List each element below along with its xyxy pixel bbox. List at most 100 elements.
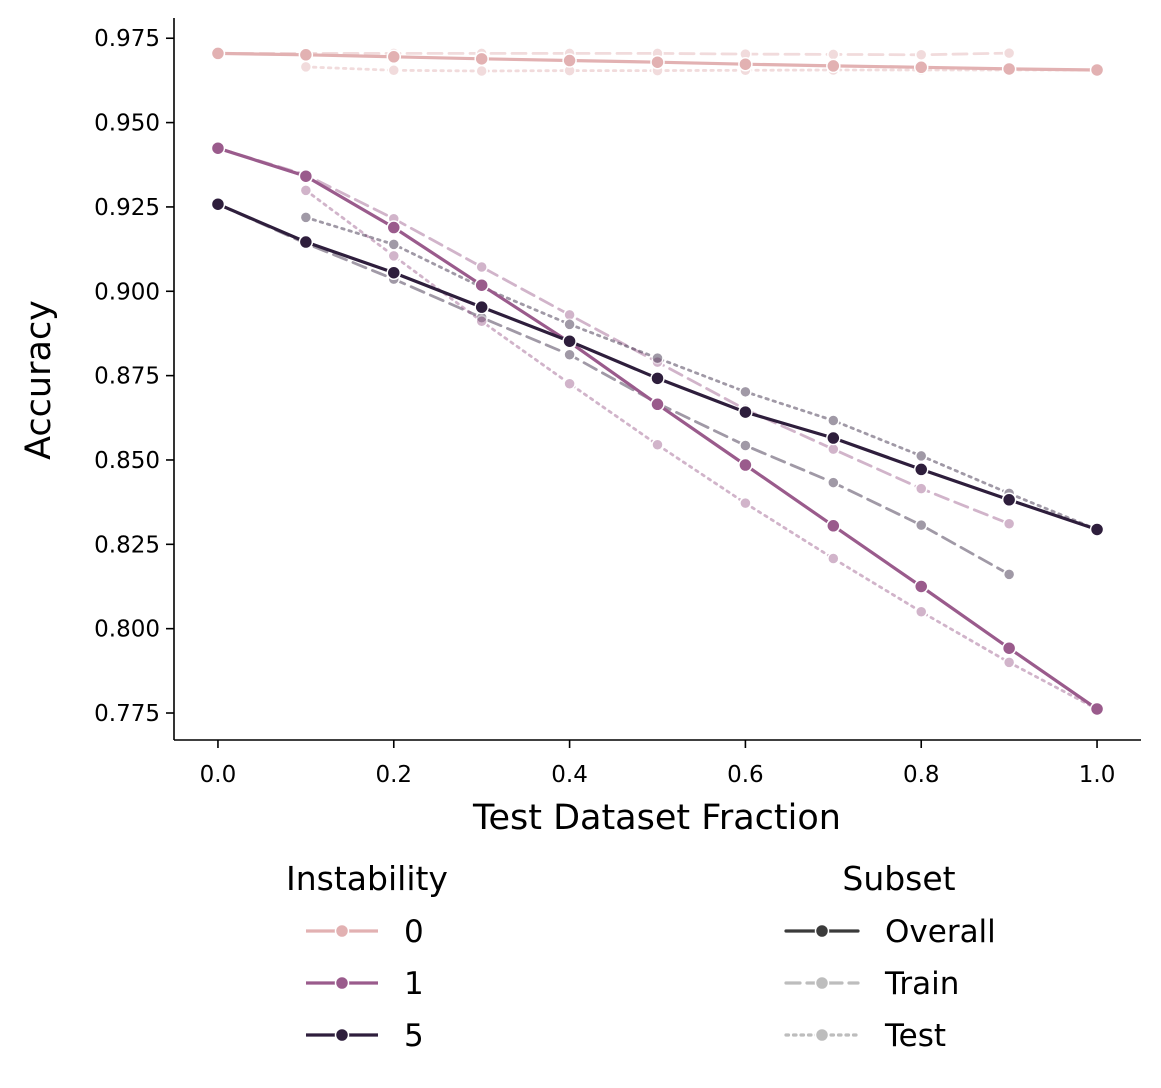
y-tick-label: 0.825 [94,532,160,558]
legend-item-subset-overall: Overall [784,914,996,950]
data-point [387,249,401,263]
series-5-overall [210,196,1105,537]
data-point [299,184,313,197]
data-point [1089,62,1105,78]
data-point [475,64,488,78]
x-axis-ticks: 0.0 0.2 0.4 0.6 0.8 1.0 [200,740,1116,788]
data-point [827,48,840,61]
y-tick-label: 0.925 [94,195,160,221]
data-point [738,457,753,473]
data-point [651,438,664,452]
y-tick-label: 0.775 [94,701,160,727]
data-point [914,482,928,495]
legend-item-instability-0: 0 [306,914,424,950]
data-point [739,439,752,452]
y-tick-label: 0.975 [94,26,160,52]
data-point [563,308,576,322]
x-axis-title: Test Dataset Fraction [472,798,841,838]
y-tick-label: 0.900 [94,279,160,305]
data-point [738,404,753,420]
data-point [1002,656,1016,669]
data-point [827,442,840,456]
data-point [651,351,664,365]
data-point [1002,568,1016,581]
data-point [386,220,402,235]
data-point [914,449,928,463]
y-axis-title: Accuracy [19,300,59,460]
data-point [386,265,402,280]
x-tick-label: 1.0 [1079,762,1116,788]
data-point [1002,517,1016,530]
y-tick-label: 0.850 [94,448,160,474]
x-tick-label: 0.8 [903,762,940,788]
data-point [210,196,226,212]
legend-label: 0 [404,914,424,950]
data-point [650,54,665,70]
series-line [304,65,1099,73]
data-point [913,579,929,594]
data-point [914,605,928,619]
data-point [210,46,226,61]
data-point [299,211,313,224]
data-point [826,58,841,74]
series-line [304,215,1099,531]
legend-marker-swatch [334,1027,350,1043]
data-point [474,51,489,67]
y-tick-label: 0.950 [94,111,160,137]
data-point [562,53,577,68]
data-point [386,49,402,65]
x-tick-label: 0.6 [727,762,764,788]
data-point [474,299,489,315]
x-tick-label: 0.2 [375,762,412,788]
data-point [1001,640,1017,656]
legend-instability-title: Instability [286,859,448,898]
legend-label: Train [884,966,959,1002]
data-point [1001,61,1017,77]
data-point [826,518,841,534]
x-tick-label: 0.4 [551,762,588,788]
data-point [738,56,753,72]
data-point [298,234,314,250]
data-point [299,60,313,74]
data-point [562,333,577,349]
data-point [826,430,841,446]
series-0-overall [210,46,1105,78]
series-line [216,51,1011,57]
legend-marker-swatch [334,975,350,991]
data-point [475,315,488,328]
data-point [914,518,928,532]
data-point [563,377,576,390]
y-tick-label: 0.875 [94,364,160,390]
legend-marker-swatch [814,975,830,991]
data-point [1089,701,1105,717]
data-point [1002,46,1016,60]
legend-item-subset-test: Test [784,1018,946,1054]
y-tick-label: 0.800 [94,617,160,643]
data-point [563,318,576,331]
series-line [216,146,1011,526]
legend-subset-title: Subset [842,859,955,898]
legend-label: 5 [404,1018,424,1054]
series-layer [210,46,1105,717]
legend-item-instability-1: 1 [306,966,424,1002]
data-point [475,260,488,274]
series-line [216,202,1011,576]
legend-item-instability-5: 5 [306,1018,424,1054]
series-1-overall [210,140,1105,717]
legend: Instability Subset 0 1 5 Overall Train Test [286,859,996,1054]
data-point [739,496,752,510]
data-point [827,414,840,427]
legend-subset-entries: Overall Train Test [784,914,996,1054]
legend-marker-swatch [334,923,350,939]
data-point [563,348,576,361]
legend-item-subset-train: Train [784,966,959,1002]
data-point [650,397,665,412]
data-point [387,238,401,251]
data-point [739,385,752,399]
legend-label: Overall [885,914,996,950]
data-point [474,277,489,293]
y-axis-ticks: 0.775 0.800 0.825 0.850 0.875 0.900 0.925 0.950… [94,26,174,727]
data-point [913,462,929,477]
